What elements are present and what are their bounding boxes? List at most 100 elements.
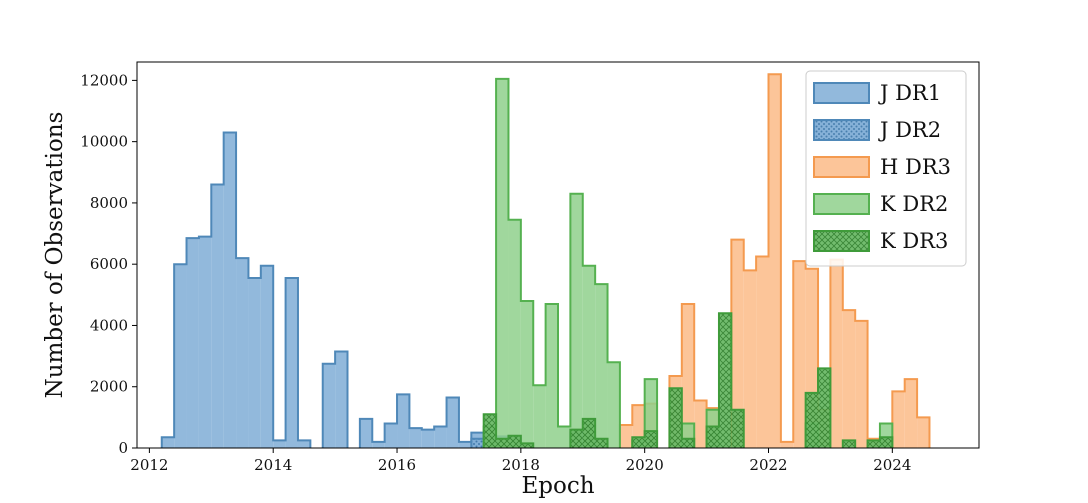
- bar-k-dr2-2: [508, 219, 521, 448]
- bar-j-dr1-17: [397, 394, 410, 448]
- legend-swatch: [813, 156, 870, 178]
- legend-item-j-dr2: J DR2: [813, 118, 941, 142]
- bar-j-dr1-13: [335, 351, 348, 448]
- x-tick-label: 2022: [749, 456, 787, 474]
- legend-label: H DR3: [880, 155, 951, 179]
- bar-h-dr3-12: [793, 261, 806, 448]
- bar-k-dr3-9: [669, 388, 682, 448]
- legend-swatch: [813, 230, 870, 252]
- bar-j-dr1-22: [458, 441, 472, 448]
- y-tick-label: 2000: [90, 378, 128, 396]
- legend-label: J DR1: [878, 81, 941, 105]
- outline-k-dr2: [482, 77, 894, 448]
- x-axis-label: Epoch: [521, 473, 594, 499]
- x-tick-label: 2020: [626, 456, 664, 474]
- bar-j-dr1-3: [198, 236, 212, 448]
- bar-k-dr3-16: [842, 440, 856, 448]
- legend-label: K DR2: [880, 192, 948, 216]
- bar-k-dr3-4: [570, 429, 583, 448]
- bar-j-dr1-14: [359, 418, 373, 448]
- y-tick-label: 4000: [90, 316, 128, 334]
- bar-h-dr3-15: [830, 259, 843, 448]
- bar-k-dr2-6: [558, 426, 571, 448]
- bar-k-dr3-6: [595, 438, 608, 448]
- bar-h-dr3-8: [743, 270, 757, 448]
- bar-h-dr3-17: [855, 320, 868, 448]
- bar-j-dr1-12: [322, 363, 336, 448]
- bar-k-dr3-2: [508, 435, 521, 448]
- y-tick-label: 6000: [90, 255, 128, 273]
- bar-k-dr2-5: [545, 304, 558, 448]
- bar-k-dr2-4: [533, 385, 546, 448]
- series-k-dr3: [482, 312, 894, 448]
- bar-h-dr3-9: [756, 256, 769, 448]
- bar-k-dr3-18: [879, 437, 893, 448]
- x-tick-label: 2016: [378, 456, 416, 474]
- y-tick-label: 12000: [80, 71, 128, 89]
- bar-h-dr3-10: [768, 74, 781, 448]
- bar-k-dr2-8: [582, 265, 596, 448]
- legend-swatch: [813, 82, 870, 104]
- bar-k-dr2-1: [496, 78, 509, 448]
- outline-j-dr1: [160, 131, 485, 448]
- bar-k-dr3-0: [483, 414, 497, 448]
- bar-h-dr3-16: [842, 310, 856, 448]
- bar-h-dr3-21: [904, 379, 918, 448]
- bar-j-dr1-5: [223, 132, 237, 448]
- y-axis: 0 2000 4000 6000 8000 10000 12000: [80, 71, 137, 457]
- legend-swatch: [813, 193, 870, 215]
- bar-j-dr1-0: [161, 437, 175, 448]
- bar-j-dr1-10: [285, 277, 298, 448]
- x-tick-label: 2014: [254, 456, 292, 474]
- bar-k-dr3-7: [632, 437, 645, 448]
- bar-h-dr3-5: [694, 400, 707, 448]
- legend: J DR1 J DR2 H DR3 K DR2 K DR3: [805, 70, 967, 267]
- bar-j-dr1-16: [384, 423, 398, 448]
- bar-k-dr2-7: [570, 193, 583, 448]
- legend-label: J DR2: [878, 118, 941, 142]
- y-tick-label: 8000: [90, 194, 128, 212]
- legend-item-k-dr3: K DR3: [813, 229, 948, 253]
- bar-h-dr3-22: [917, 417, 930, 448]
- plot-area: [160, 73, 931, 449]
- bar-k-dr3-13: [731, 409, 744, 448]
- bar-j-dr1-7: [248, 277, 261, 448]
- bar-k-dr3-12: [718, 313, 732, 448]
- legend-item-j-dr1: J DR1: [813, 81, 941, 105]
- x-tick-label: 2018: [502, 456, 540, 474]
- bar-h-dr3-20: [892, 391, 905, 448]
- bar-k-dr2-9: [595, 284, 608, 448]
- bar-j-dr1-9: [273, 440, 286, 448]
- bar-h-dr3-7: [731, 239, 744, 448]
- bar-j-dr2-0: [471, 438, 484, 448]
- bar-h-dr3-4: [681, 304, 695, 448]
- legend-item-h-dr3: H DR3: [813, 155, 951, 179]
- bar-j-dr1-21: [446, 397, 459, 448]
- bar-k-dr3-15: [818, 368, 831, 448]
- bar-k-dr3-1: [496, 438, 509, 448]
- bar-k-dr3-10: [681, 438, 695, 448]
- bar-k-dr2-3: [520, 300, 534, 448]
- y-tick-label: 10000: [80, 133, 128, 151]
- bar-k-dr3-3: [520, 443, 534, 448]
- bar-h-dr3-0: [619, 425, 633, 448]
- y-axis-label: Number of Observations: [42, 112, 68, 399]
- bar-j-dr1-2: [186, 238, 199, 448]
- bar-k-dr3-14: [805, 392, 819, 448]
- x-axis: 2012 2014 2016 2018 2020 2022 2024: [130, 448, 911, 474]
- bar-j-dr1-11: [297, 440, 311, 448]
- bar-k-dr3-11: [706, 426, 719, 448]
- legend-swatch: [813, 119, 870, 141]
- bar-j-dr1-8: [260, 265, 274, 448]
- bar-k-dr3-8: [644, 431, 658, 448]
- bar-j-dr1-18: [409, 428, 422, 448]
- legend-item-k-dr2: K DR2: [813, 192, 948, 216]
- y-tick-label: 0: [118, 439, 128, 457]
- bar-j-dr1-6: [236, 258, 249, 448]
- bar-j-dr1-4: [211, 184, 224, 449]
- legend-label: K DR3: [880, 229, 948, 253]
- x-tick-label: 2012: [130, 456, 168, 474]
- bar-k-dr3-5: [582, 418, 596, 448]
- bar-k-dr2-10: [607, 362, 620, 448]
